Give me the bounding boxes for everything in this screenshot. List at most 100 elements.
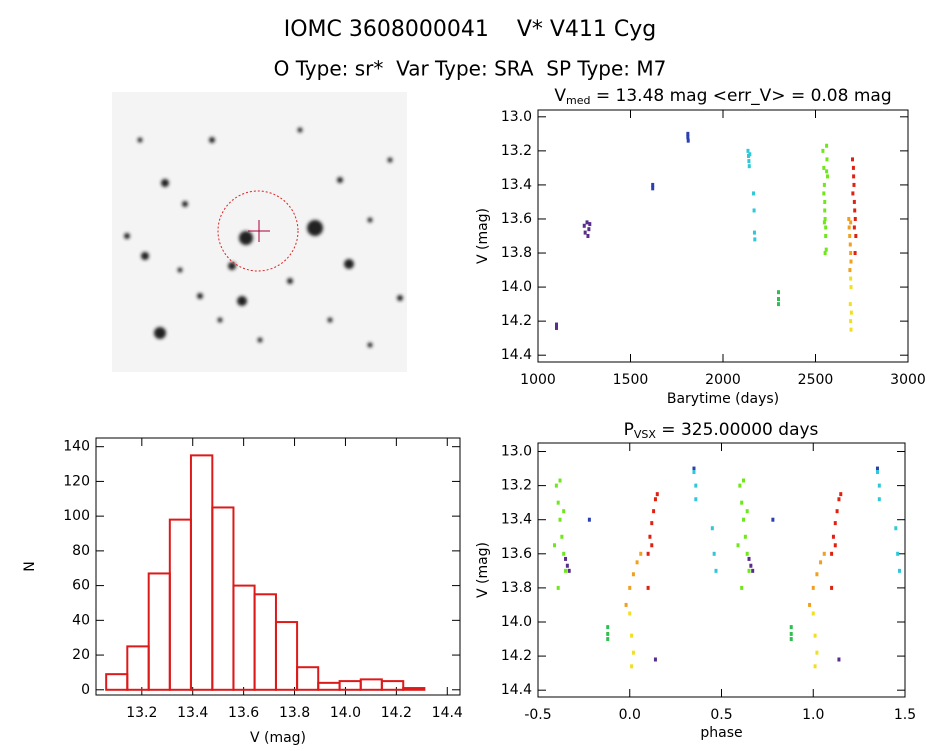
data-point bbox=[747, 159, 751, 164]
data-point bbox=[848, 302, 852, 307]
data-point bbox=[650, 521, 654, 526]
data-point bbox=[853, 216, 857, 221]
y-tick-label: 14.2 bbox=[501, 313, 532, 329]
data-point bbox=[825, 169, 829, 174]
data-point bbox=[852, 182, 856, 187]
data-point bbox=[694, 483, 698, 488]
data-point bbox=[830, 551, 834, 556]
data-point bbox=[789, 631, 793, 636]
data-point bbox=[565, 563, 569, 568]
data-point bbox=[652, 509, 656, 514]
histogram-bar bbox=[380, 680, 405, 691]
data-point bbox=[686, 135, 690, 140]
data-point bbox=[747, 568, 751, 573]
data-point bbox=[851, 157, 854, 162]
histogram-bar bbox=[402, 687, 426, 691]
y-tick-label: 13.8 bbox=[501, 580, 532, 596]
data-point bbox=[808, 602, 812, 607]
histogram-bar bbox=[274, 621, 299, 691]
data-point bbox=[849, 319, 853, 324]
data-point bbox=[822, 220, 826, 225]
data-point bbox=[635, 560, 639, 565]
target-circle bbox=[217, 190, 299, 272]
y-tick-label: 14.0 bbox=[501, 614, 532, 630]
y-tick-label: 14.2 bbox=[501, 648, 532, 664]
x-axis-label: V (mag) bbox=[250, 730, 306, 746]
title-sub: VSX bbox=[634, 428, 657, 441]
data-point bbox=[745, 509, 749, 514]
data-point bbox=[822, 165, 826, 170]
data-point bbox=[562, 551, 566, 556]
x-tick-label: 13.4 bbox=[177, 705, 208, 721]
y-tick-label: 60 bbox=[72, 578, 90, 594]
title-rest: = 325.00000 days bbox=[656, 420, 819, 440]
data-point bbox=[837, 657, 841, 662]
data-point bbox=[822, 191, 826, 196]
data-point bbox=[564, 568, 568, 573]
data-point bbox=[848, 268, 852, 273]
histogram-bar bbox=[232, 584, 256, 691]
data-point bbox=[630, 664, 634, 669]
data-point bbox=[875, 466, 879, 471]
data-point bbox=[875, 469, 879, 474]
data-point bbox=[848, 234, 852, 238]
data-point bbox=[628, 611, 632, 616]
data-point bbox=[847, 225, 851, 230]
data-point bbox=[583, 230, 587, 235]
data-point bbox=[823, 199, 827, 204]
title-main: P bbox=[624, 420, 634, 440]
y-axis-label: V (mag) bbox=[475, 542, 491, 598]
histogram-bar bbox=[359, 678, 383, 691]
x-tick-label: 1.5 bbox=[894, 707, 916, 723]
data-point bbox=[586, 234, 590, 238]
data-point bbox=[556, 585, 560, 590]
data-point bbox=[849, 285, 853, 290]
title-sub: med bbox=[566, 94, 590, 107]
data-point bbox=[747, 556, 751, 561]
data-point bbox=[748, 152, 752, 157]
data-point bbox=[646, 585, 650, 590]
data-point bbox=[837, 497, 841, 502]
x-tick-label: 13.6 bbox=[228, 705, 259, 721]
data-point bbox=[852, 174, 856, 179]
histogram-bar bbox=[211, 506, 235, 691]
data-point bbox=[686, 138, 690, 143]
data-point bbox=[852, 225, 856, 230]
x-tick-label: 3000 bbox=[890, 372, 926, 388]
y-tick-label: 20 bbox=[72, 647, 90, 663]
histogram-bar bbox=[317, 681, 341, 691]
data-point bbox=[752, 208, 756, 213]
y-tick-label: 13.0 bbox=[501, 109, 532, 125]
data-point bbox=[648, 534, 652, 539]
y-tick-label: 80 bbox=[72, 543, 90, 559]
data-point bbox=[738, 483, 742, 488]
data-point bbox=[777, 302, 780, 307]
data-point bbox=[752, 230, 756, 235]
figure-subtitle: O Type: sr* Var Type: SRA SP Type: M7 bbox=[274, 57, 667, 81]
data-point bbox=[651, 186, 655, 191]
data-point bbox=[653, 497, 657, 502]
data-point bbox=[639, 551, 643, 556]
data-point bbox=[894, 526, 898, 531]
data-point bbox=[824, 234, 828, 238]
data-point bbox=[833, 543, 837, 548]
data-point bbox=[710, 526, 714, 531]
data-point bbox=[747, 164, 751, 169]
x-tick-label: 2500 bbox=[798, 372, 834, 388]
data-point bbox=[825, 157, 829, 162]
x-axis-label: Barytime (days) bbox=[667, 391, 779, 407]
data-point bbox=[745, 551, 749, 556]
data-point bbox=[853, 251, 857, 256]
data-point bbox=[811, 585, 815, 590]
data-point bbox=[585, 220, 589, 225]
data-point bbox=[896, 551, 900, 556]
y-tick-label: 13.0 bbox=[501, 444, 532, 460]
data-point bbox=[587, 517, 591, 522]
histogram-bar bbox=[126, 645, 150, 691]
data-point bbox=[606, 637, 610, 642]
data-point bbox=[564, 556, 568, 561]
histogram-bar bbox=[147, 572, 171, 691]
data-point bbox=[562, 509, 566, 514]
data-point bbox=[897, 568, 901, 573]
y-tick-label: 100 bbox=[63, 508, 90, 524]
